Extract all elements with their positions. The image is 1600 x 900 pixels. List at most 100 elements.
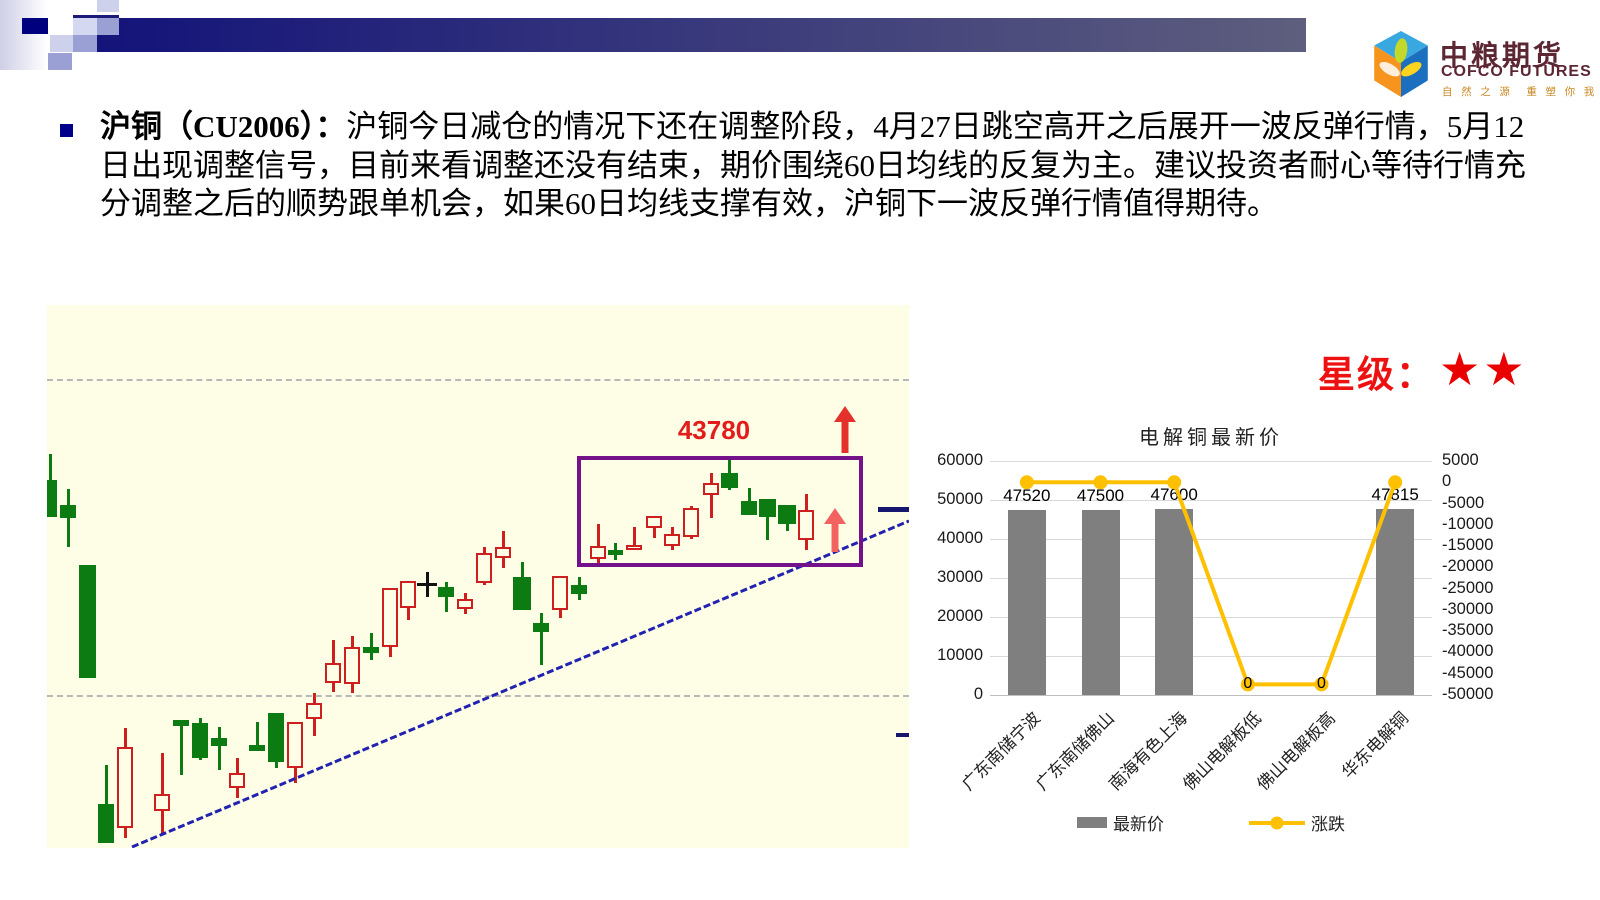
left-axis-tick: 10000	[937, 646, 983, 664]
candle-body	[229, 773, 245, 788]
left-axis-tick: 50000	[937, 490, 983, 508]
rating-stars: ★★	[1439, 344, 1528, 395]
candle-body	[78, 565, 96, 678]
legend-label: 最新价	[1113, 815, 1164, 834]
candle-body	[268, 713, 284, 762]
candle-wick	[66, 489, 70, 547]
bar	[1376, 508, 1415, 695]
candle-body	[571, 585, 587, 594]
bar-value-label: 47520	[1003, 485, 1051, 505]
candle-body	[741, 501, 757, 515]
bullet-icon	[60, 124, 73, 137]
candle-body	[382, 588, 398, 647]
candle-body	[438, 587, 454, 597]
bar	[1155, 509, 1194, 695]
legend-label: 涨跌	[1311, 815, 1345, 834]
candle-body	[703, 483, 719, 495]
candle-wick	[765, 499, 769, 540]
candle-body	[720, 473, 738, 488]
header-bar	[96, 18, 1306, 52]
left-axis-tick: 20000	[937, 607, 983, 625]
dashed-gridline	[47, 379, 909, 381]
right-axis-tick: 5000	[1442, 451, 1479, 469]
price-tick	[878, 507, 909, 512]
candle-wick	[217, 727, 221, 770]
left-axis-tick: 60000	[937, 451, 983, 469]
header-square	[73, 35, 97, 52]
candle-body	[306, 703, 322, 719]
commentary-body: 沪铜今日减仓的情况下还在调整阶段，4月27日跳空高开之后展开一波反弹行情，5月1…	[100, 109, 1526, 221]
header-square	[50, 35, 73, 52]
line-value-label: 0	[1243, 675, 1253, 693]
dashed-gridline	[47, 695, 909, 697]
bar-value-label: 47500	[1076, 485, 1125, 505]
header-square	[22, 18, 48, 34]
right-axis-tick: -40000	[1442, 642, 1494, 661]
cofco-cube-icon	[1374, 31, 1428, 97]
left-axis-tick: 30000	[937, 568, 983, 586]
candle-body	[552, 576, 568, 610]
right-axis-tick: -20000	[1442, 557, 1494, 576]
legend-item: 涨跌	[1249, 810, 1345, 835]
header-fade-block	[0, 0, 48, 70]
candlestick-chart: 43780	[47, 305, 909, 848]
bar-value-label: 47815	[1371, 484, 1419, 504]
candle-body	[287, 722, 303, 768]
candle-body	[249, 745, 265, 751]
candle-body	[173, 720, 189, 726]
gridline	[990, 656, 1432, 657]
up-arrow-icon	[824, 508, 846, 552]
right-axis-tick: -10000	[1442, 514, 1494, 533]
candle-body	[476, 553, 492, 583]
candle-body	[98, 804, 114, 843]
consolidation-box	[577, 456, 863, 567]
line-value-label: 0	[1317, 675, 1326, 693]
logo-brand-cn: 中粮期货	[1440, 41, 1565, 72]
legend-bar-swatch	[1077, 817, 1107, 828]
right-axis-tick: -25000	[1442, 578, 1494, 597]
header-square	[48, 53, 72, 70]
header-square	[97, 18, 119, 35]
candle-wick	[179, 720, 183, 775]
chart-legend: 最新价 涨跌	[990, 810, 1432, 835]
gridline	[990, 578, 1432, 579]
right-axis-tick: -35000	[1442, 621, 1494, 640]
gridline	[990, 461, 1432, 462]
right-axis-tick: -30000	[1442, 599, 1494, 618]
candle-body	[344, 647, 360, 684]
candle-body	[758, 499, 776, 517]
chart-title: 电解铜最新价	[1139, 427, 1283, 449]
candle-body	[778, 505, 796, 524]
candle-body	[495, 547, 511, 558]
logo-brand-en: COFCO FUTURES	[1441, 63, 1592, 80]
price-tick	[896, 733, 909, 737]
rating-label: 星级：	[1318, 355, 1435, 396]
left-axis-tick: 40000	[937, 529, 983, 547]
candle-body	[533, 623, 549, 632]
gridline	[990, 539, 1432, 540]
gridline	[990, 617, 1432, 618]
copper-price-chart: 电解铜最新价 60000 50000 40000 30000 20000 10000 0 50…	[925, 413, 1500, 850]
candle-body	[400, 581, 416, 608]
right-axis-tick: -5000	[1442, 493, 1485, 512]
legend-line-swatch	[1249, 816, 1305, 829]
bar	[1081, 509, 1120, 695]
star-rating: 星级： ★★	[1318, 344, 1527, 398]
commentary-paragraph: 沪铜（CU2006）：沪铜今日减仓的情况下还在调整阶段，4月27日跳空高开之后展…	[100, 108, 1530, 224]
price-annotation: 43780	[677, 415, 751, 445]
candle-body	[457, 599, 473, 609]
candle-wick	[539, 613, 543, 665]
right-axis-tick: -15000	[1442, 536, 1494, 555]
logo-tagline: 自 然 之 源 重 塑 你 我	[1442, 87, 1598, 98]
candle-body	[325, 663, 341, 683]
candle-body	[117, 747, 133, 828]
bar-value-label: 47600	[1150, 485, 1198, 505]
candle-body	[60, 505, 76, 518]
candle-wick	[709, 473, 713, 518]
candle-body	[363, 647, 379, 653]
up-arrow-icon	[834, 406, 856, 453]
header-square	[97, 0, 119, 12]
candle-body	[192, 723, 208, 758]
candle-body	[513, 577, 531, 610]
